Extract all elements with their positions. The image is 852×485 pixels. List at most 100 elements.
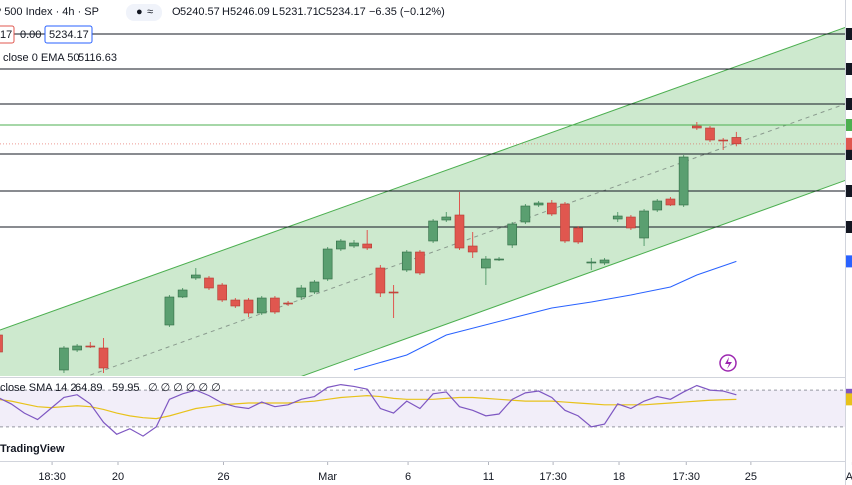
last-price-marker — [846, 137, 852, 150]
level-marker — [846, 148, 852, 160]
x-tick-label: 6 — [405, 471, 411, 483]
change: −6.35 (−0.12%) — [369, 6, 445, 18]
x-tick-label: 18 — [613, 471, 625, 483]
ohlc-value: 5231.71 — [279, 6, 319, 18]
ohlc-label: C — [318, 6, 326, 18]
candle-body — [467, 245, 478, 253]
level-marker — [846, 185, 852, 197]
sma-line — [0, 395, 737, 420]
rsi-value: 64.89 — [75, 382, 103, 394]
brand-logo: TradingView — [0, 443, 65, 455]
sma-value: 59.95 — [112, 382, 140, 394]
candle-body — [428, 220, 438, 242]
candle-body — [190, 274, 201, 279]
level-marker — [846, 63, 852, 75]
x-tick-label: 18:30 — [38, 471, 66, 483]
level-marker — [846, 221, 852, 233]
candle-body — [718, 139, 728, 142]
compare-pill[interactable] — [126, 4, 162, 21]
candle-body — [401, 251, 412, 271]
buy-price: 5234.17 — [49, 29, 89, 41]
candle-body — [560, 203, 570, 242]
candle-body — [309, 281, 320, 293]
ohlc-legend: O 5240.57 H 5246.09 L 5231.71 C 5234.17 … — [172, 6, 445, 18]
candle-body — [362, 243, 372, 249]
main-pane — [0, 26, 845, 376]
candle-body — [586, 261, 597, 264]
ohlc-value: 5240.57 — [180, 6, 220, 18]
candle-body — [546, 202, 557, 215]
x-tick-label: 25 — [745, 471, 757, 483]
candle-body — [481, 258, 491, 269]
events-bolt — [725, 357, 732, 369]
pill-icon: ≈ — [147, 6, 153, 18]
ema-line — [353, 260, 737, 371]
candle-body — [705, 127, 715, 141]
indicator-label: close SMA 14 2 — [0, 382, 76, 394]
candle-body — [204, 277, 214, 289]
ema-value: 5116.63 — [78, 52, 117, 64]
spread: 0.00 — [20, 29, 41, 41]
candle-body — [72, 345, 82, 351]
candle-body — [283, 302, 293, 305]
indicator-pane — [0, 383, 845, 437]
sell-badge[interactable] — [0, 25, 15, 44]
x-tick-label: 20 — [112, 471, 124, 483]
candle-body — [599, 259, 610, 264]
candle-body — [243, 299, 254, 314]
ema-marker — [846, 255, 852, 268]
candle-body — [388, 291, 399, 294]
x-tick-label: Mar — [318, 471, 337, 483]
candle-body — [639, 210, 649, 239]
candle-body — [177, 289, 188, 298]
candle-body — [375, 267, 386, 294]
ohlc-value: 5246.09 — [230, 6, 270, 18]
events-icon[interactable] — [719, 354, 737, 372]
sell-price: 17 — [0, 29, 12, 41]
x-tick-label: 17:30 — [539, 471, 567, 483]
candle-body — [336, 240, 346, 250]
channel-upper — [0, 26, 845, 331]
level-marker — [846, 28, 852, 40]
na-values: ∅ ∅ ∅ ∅ ∅ ∅ — [148, 382, 221, 394]
x-tick-label: 17:30 — [673, 471, 701, 483]
channel-midline — [86, 103, 845, 376]
x-tick-label: Ap — [846, 471, 852, 483]
candle-body — [507, 223, 518, 246]
candle-body — [665, 198, 676, 206]
candle-body — [270, 297, 280, 313]
candle-body — [678, 156, 689, 206]
channel-fill — [0, 27, 845, 376]
ema-label: close 0 EMA 50 — [3, 52, 79, 64]
candle-body — [441, 216, 452, 221]
level-marker — [846, 98, 852, 110]
ohlc-value: 5234.17 — [326, 6, 366, 18]
rsi-band — [0, 390, 845, 427]
ohlc-label: H — [222, 6, 230, 18]
candle-body — [533, 202, 544, 206]
candle-body — [98, 347, 109, 369]
x-tick-label: 26 — [217, 471, 229, 483]
candle-body — [520, 205, 531, 223]
x-tick-label: 11 — [483, 471, 494, 483]
candle-body — [0, 334, 3, 353]
candle-body — [296, 287, 307, 298]
candle-body — [692, 125, 702, 129]
sma-marker — [846, 393, 852, 406]
candle-body — [59, 347, 69, 371]
symbol-title: P 500 Index · 4h · SP — [0, 6, 99, 18]
candle-body — [652, 200, 663, 211]
pill-icon: ● — [136, 6, 143, 18]
ohlc-label: O — [172, 6, 181, 18]
candle-body — [573, 227, 583, 243]
candle-body — [731, 137, 742, 145]
candle-body — [256, 297, 267, 314]
buy-badge[interactable] — [44, 25, 93, 44]
channel-lower — [301, 179, 845, 376]
candle-body — [454, 214, 465, 249]
candle-body — [164, 296, 175, 326]
candle-body — [612, 215, 623, 220]
ohlc-label: L — [272, 6, 278, 18]
candle-body — [415, 251, 425, 274]
